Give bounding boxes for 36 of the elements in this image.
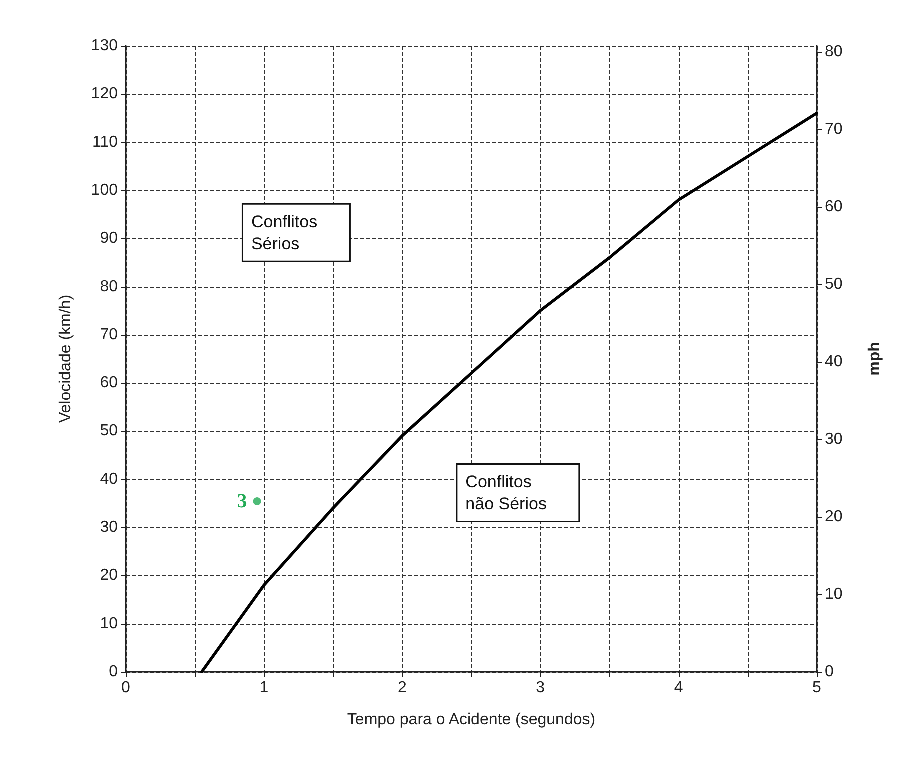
x-tick-label: 3: [536, 680, 546, 696]
y-tick-label: 130: [91, 38, 118, 54]
y2-tick-label: 50: [825, 276, 843, 294]
y-tick-label: 0: [109, 664, 118, 680]
y-tick-label: 70: [100, 326, 118, 344]
y2-tick-label: 60: [825, 198, 843, 216]
y2-tick-label: 10: [825, 586, 843, 604]
y-tick-label: 50: [100, 422, 118, 440]
y-tick-label: 80: [100, 278, 118, 296]
y2-axis-title: mph: [866, 342, 884, 376]
y2-tick-label: 0: [825, 664, 834, 680]
x-tick-label: 4: [674, 680, 684, 696]
y-tick-label: 20: [100, 567, 118, 584]
y-tick-label: 110: [92, 134, 118, 151]
x-tick-label: 5: [812, 680, 822, 696]
line-series: [200, 112, 818, 674]
y2-tick-label: 30: [825, 431, 843, 448]
y2-tick-label: 80: [825, 44, 843, 61]
y2-tick-label: 20: [825, 508, 843, 526]
x-tick-label: 1: [260, 680, 269, 696]
y-tick-label: 120: [91, 86, 118, 103]
y-axis-title: Velocidade (km/h): [58, 294, 74, 424]
y-tick-label: 40: [100, 470, 118, 488]
y-tick-label: 10: [100, 615, 118, 632]
y-tick-label: 30: [100, 519, 118, 536]
annotation: 3: [237, 490, 248, 513]
x-tick-label: 2: [398, 680, 407, 696]
y2-tick-label: 40: [825, 354, 843, 371]
y2-tick-label: 70: [825, 121, 843, 138]
annotation: Conflitos não Sérios: [466, 472, 547, 514]
x-tick-label: 0: [122, 680, 131, 696]
y-tick-label: 90: [100, 230, 118, 248]
x-axis-title: Tempo para o Acidente (segundos): [347, 712, 596, 728]
annotation: Conflitos Sérios: [251, 212, 322, 254]
y-tick-label: 60: [100, 374, 118, 392]
y-tick-label: 100: [91, 182, 118, 199]
